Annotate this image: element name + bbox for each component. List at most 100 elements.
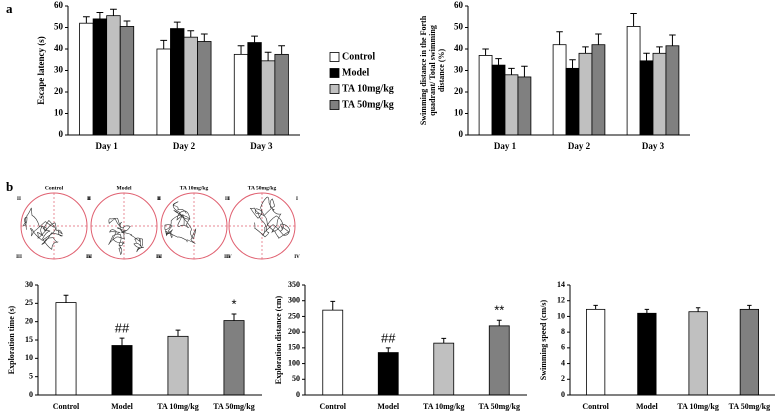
error-bar bbox=[595, 33, 602, 45]
quadrant-label: IV bbox=[156, 255, 162, 260]
y-tick-label: 200 bbox=[288, 327, 300, 336]
error-bar bbox=[187, 30, 195, 38]
bar bbox=[637, 312, 657, 396]
bar bbox=[377, 352, 399, 396]
quadrant-label: IV bbox=[86, 255, 92, 260]
legend-label: Control bbox=[342, 51, 375, 62]
bar bbox=[170, 28, 185, 136]
error-bar bbox=[123, 20, 131, 27]
bar bbox=[119, 26, 135, 136]
swim-track bbox=[108, 217, 144, 255]
bar bbox=[517, 76, 532, 136]
bar bbox=[478, 55, 493, 136]
legend-swatch bbox=[329, 84, 340, 94]
y-tick-label: 8 bbox=[561, 327, 565, 336]
y-axis-label: Swimming distance in the Forth bbox=[419, 15, 428, 125]
bar bbox=[488, 325, 510, 396]
error-bar bbox=[496, 319, 502, 326]
x-tick-label: Day 3 bbox=[642, 141, 665, 151]
y-axis-label: Exploration time (s) bbox=[7, 305, 16, 374]
quadrant-label: III bbox=[156, 255, 162, 260]
error-bar bbox=[96, 11, 104, 19]
y-tick-label: 20 bbox=[454, 86, 464, 96]
y-tick-label: 0 bbox=[29, 390, 33, 399]
swim-track bbox=[249, 196, 291, 239]
y-tick-label: 350 bbox=[288, 280, 300, 289]
significance-mark: ** bbox=[494, 303, 504, 318]
y-tick-label: 14 bbox=[557, 280, 565, 289]
quadrant-label: I bbox=[296, 197, 298, 202]
x-tick-label: TA 50mg/kg bbox=[729, 402, 770, 411]
bar bbox=[504, 74, 519, 136]
y-tick-label: 12 bbox=[557, 296, 565, 305]
y-tick-label: 10 bbox=[454, 108, 464, 118]
bar bbox=[739, 308, 760, 396]
error-bar bbox=[569, 59, 576, 69]
error-bar bbox=[495, 58, 502, 66]
y-tick-label: 10 bbox=[557, 311, 565, 320]
error-bar bbox=[508, 67, 515, 75]
y-tick-label: 50 bbox=[454, 22, 464, 32]
y-axis-label: Escape latency (s) bbox=[36, 36, 46, 105]
quadrant-label: I bbox=[158, 197, 160, 202]
bar bbox=[156, 48, 171, 136]
bar bbox=[111, 345, 133, 396]
y-tick-label: 40 bbox=[54, 43, 64, 53]
bar bbox=[491, 64, 506, 136]
bar bbox=[665, 45, 680, 136]
bar bbox=[433, 342, 455, 396]
x-tick-label: Control bbox=[53, 402, 80, 411]
error-bar bbox=[160, 39, 168, 49]
y-tick-label: 10 bbox=[25, 353, 33, 362]
error-bar bbox=[119, 337, 125, 346]
significance-mark: ## bbox=[381, 330, 396, 345]
bar bbox=[552, 44, 567, 136]
x-tick-label: Day 2 bbox=[568, 141, 591, 151]
y-tick-label: 0 bbox=[561, 390, 565, 399]
y-tick-label: 50 bbox=[292, 374, 300, 383]
y-tick-label: 6 bbox=[561, 343, 565, 352]
swim-track bbox=[164, 201, 197, 244]
y-tick-label: 25 bbox=[25, 298, 33, 307]
y-tick-label: 100 bbox=[288, 358, 300, 367]
error-bar bbox=[175, 329, 181, 337]
quadrant-label: IV bbox=[226, 255, 232, 260]
y-tick-label: 20 bbox=[25, 316, 33, 325]
error-bar bbox=[278, 45, 286, 55]
quadrant-label: II bbox=[157, 197, 161, 202]
quadrant-lines bbox=[91, 193, 157, 259]
bar bbox=[247, 42, 262, 136]
x-tick-label: Control bbox=[319, 402, 346, 411]
y-axis-label: Exploration distance (cm) bbox=[274, 295, 283, 384]
y-tick-label: 150 bbox=[288, 343, 300, 352]
bar bbox=[578, 52, 593, 136]
x-tick-label: Day 2 bbox=[173, 141, 196, 151]
bar bbox=[591, 44, 606, 136]
quadrant-label: IV bbox=[294, 255, 300, 260]
y-tick-label: 0 bbox=[296, 390, 300, 399]
y-axis-label: quadrant/ Total swimming bbox=[428, 25, 437, 116]
x-tick-label: Control bbox=[582, 402, 609, 411]
track-title: Control bbox=[45, 185, 64, 191]
track-title: TA 50mg/kg bbox=[248, 185, 277, 191]
legend-label: Model bbox=[342, 67, 369, 78]
quadrant-label: III bbox=[86, 255, 92, 260]
error-bar bbox=[82, 16, 90, 24]
error-bar bbox=[593, 304, 598, 310]
error-bar bbox=[695, 307, 701, 312]
track-title: TA 10mg/kg bbox=[180, 185, 209, 191]
x-tick-label: Model bbox=[111, 402, 134, 411]
y-tick-label: 300 bbox=[288, 296, 300, 305]
x-tick-label: Day 1 bbox=[494, 141, 517, 151]
bar bbox=[233, 53, 249, 136]
x-tick-label: Model bbox=[377, 402, 400, 411]
quadrant-label: II bbox=[17, 197, 21, 202]
bar bbox=[92, 18, 108, 136]
error-bar bbox=[330, 300, 336, 311]
x-tick-label: TA 10mg/kg bbox=[677, 402, 718, 411]
bar bbox=[688, 311, 708, 396]
bar bbox=[565, 67, 580, 136]
y-tick-label: 4 bbox=[561, 358, 565, 367]
error-bar bbox=[441, 337, 447, 344]
